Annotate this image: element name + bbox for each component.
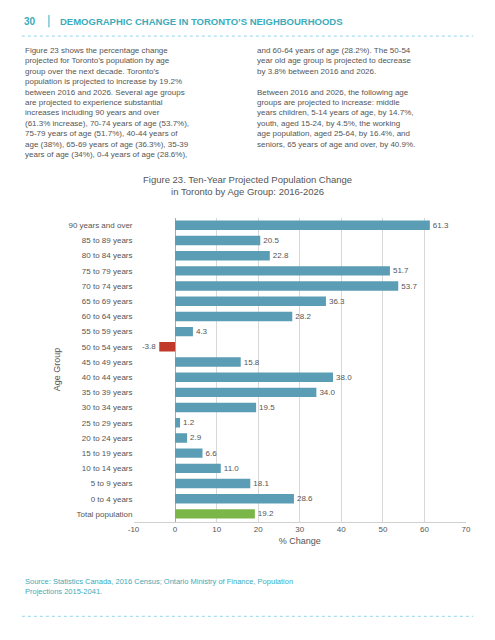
svg-text:50 to 54 years: 50 to 54 years bbox=[82, 343, 133, 352]
svg-text:22.8: 22.8 bbox=[273, 251, 289, 260]
svg-text:40: 40 bbox=[337, 525, 346, 534]
svg-text:Figure 23. Ten-Year Projected: Figure 23. Ten-Year Projected Population… bbox=[143, 174, 352, 197]
svg-text:1.2: 1.2 bbox=[183, 418, 195, 427]
svg-text:0: 0 bbox=[173, 525, 178, 534]
svg-text:20 to 24 years: 20 to 24 years bbox=[82, 434, 133, 443]
svg-text:25 to 29 years: 25 to 29 years bbox=[82, 419, 133, 428]
svg-text:35 to 39 years: 35 to 39 years bbox=[82, 388, 133, 397]
svg-text:11.0: 11.0 bbox=[224, 464, 240, 473]
svg-text:28.2: 28.2 bbox=[295, 312, 311, 321]
svg-text:15.8: 15.8 bbox=[244, 358, 260, 367]
svg-text:5 to 9 years: 5 to 9 years bbox=[91, 479, 133, 488]
svg-text:0 to 4 years: 0 to 4 years bbox=[91, 495, 133, 504]
svg-text:2.9: 2.9 bbox=[190, 433, 202, 442]
svg-text:30 to 34 years: 30 to 34 years bbox=[82, 403, 133, 412]
svg-text:61.3: 61.3 bbox=[433, 221, 449, 230]
svg-text:19.2: 19.2 bbox=[258, 509, 274, 518]
svg-text:60 to 64 years: 60 to 64 years bbox=[82, 312, 133, 321]
svg-text:36.3: 36.3 bbox=[329, 297, 345, 306]
svg-text:18.1: 18.1 bbox=[253, 479, 269, 488]
svg-text:51.7: 51.7 bbox=[393, 266, 409, 275]
svg-text:and 60-64 years of age (28.2%): and 60-64 years of age (28.2%). The 50-5… bbox=[257, 46, 415, 149]
svg-text:70 to 74 years: 70 to 74 years bbox=[82, 282, 133, 291]
svg-text:50: 50 bbox=[378, 525, 387, 534]
svg-text:70: 70 bbox=[462, 525, 471, 534]
svg-text:20: 20 bbox=[254, 525, 263, 534]
svg-text:Figure 23 shows the percentage: Figure 23 shows the percentage changepro… bbox=[25, 46, 189, 159]
svg-text:53.7: 53.7 bbox=[401, 282, 417, 291]
svg-text:20.5: 20.5 bbox=[263, 236, 279, 245]
svg-text:15 to 19 years: 15 to 19 years bbox=[82, 449, 133, 458]
svg-text:30: 30 bbox=[24, 16, 36, 27]
svg-text:85 to 89 years: 85 to 89 years bbox=[82, 236, 133, 245]
svg-text:10 to 14 years: 10 to 14 years bbox=[82, 464, 133, 473]
svg-text:80 to 84 years: 80 to 84 years bbox=[82, 251, 133, 260]
svg-text:55 to 59 years: 55 to 59 years bbox=[82, 327, 133, 336]
svg-text:75 to 79 years: 75 to 79 years bbox=[82, 267, 133, 276]
svg-text:19.5: 19.5 bbox=[259, 403, 275, 412]
svg-text:38.0: 38.0 bbox=[336, 373, 352, 382]
svg-text:90 years and over: 90 years and over bbox=[68, 221, 132, 230]
svg-text:Total population: Total population bbox=[76, 510, 132, 519]
svg-text:30: 30 bbox=[295, 525, 304, 534]
svg-text:28.6: 28.6 bbox=[297, 494, 313, 503]
svg-text:34.0: 34.0 bbox=[319, 388, 335, 397]
svg-text:-3.8: -3.8 bbox=[142, 342, 156, 351]
svg-text:Age Group: Age Group bbox=[52, 348, 62, 392]
svg-text:-10: -10 bbox=[128, 525, 140, 534]
svg-text:DEMOGRAPHIC CHANGE IN TORONTO’: DEMOGRAPHIC CHANGE IN TORONTO’S NEIGHBOU… bbox=[60, 16, 343, 27]
svg-text:65 to 69 years: 65 to 69 years bbox=[82, 297, 133, 306]
svg-text:40 to 44 years: 40 to 44 years bbox=[82, 373, 133, 382]
svg-text:Source: Statistics Canada, 201: Source: Statistics Canada, 2016 Census; … bbox=[25, 577, 293, 596]
svg-text:10: 10 bbox=[212, 525, 221, 534]
svg-text:6.6: 6.6 bbox=[205, 449, 217, 458]
svg-text:60: 60 bbox=[420, 525, 429, 534]
svg-text:% Change: % Change bbox=[279, 536, 321, 546]
svg-text:45 to 49 years: 45 to 49 years bbox=[82, 358, 133, 367]
svg-text:4.3: 4.3 bbox=[196, 327, 208, 336]
